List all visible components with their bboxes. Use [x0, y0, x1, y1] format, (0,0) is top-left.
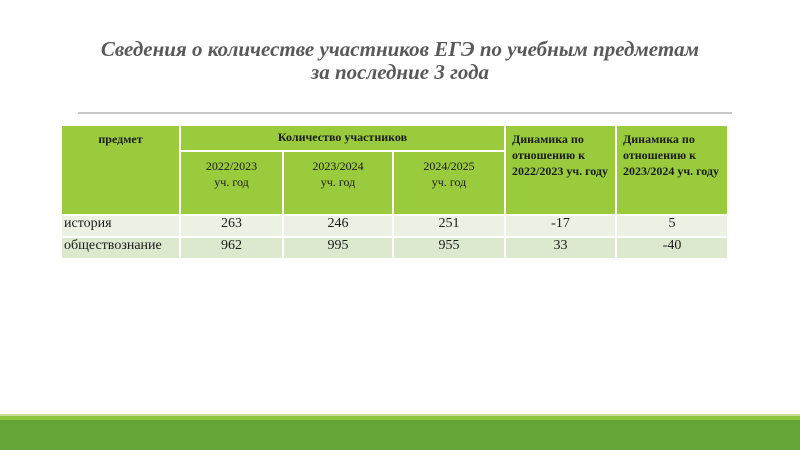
header-year-2023: 2023/2024 уч. год: [282, 150, 394, 216]
year-label: 2022/2023: [205, 159, 258, 173]
participants-table: предмет Количество участников Динамика п…: [60, 124, 730, 260]
cell-2022: 962: [179, 236, 284, 260]
title-separator: [78, 112, 732, 114]
table-row: обществознание 962 995 955 33 -40: [60, 236, 730, 260]
footer-light-band: [0, 416, 800, 420]
header-dynamics-2023: Динамика по отношению к 2023/2024 уч. го…: [615, 124, 730, 216]
cell-dynamics-2: -40: [615, 236, 730, 260]
footer-dark-band: [0, 420, 800, 450]
title-line-1: Сведения о количестве участников ЕГЭ по …: [100, 37, 700, 61]
cell-2023: 995: [282, 236, 394, 260]
header-row-1: предмет Количество участников Динамика п…: [60, 124, 730, 216]
table-row: история 263 246 251 -17 5: [60, 214, 730, 238]
cell-dynamics-1: -17: [504, 214, 618, 238]
header-year-2024: 2024/2025 уч. год: [391, 150, 507, 216]
title-line-2: за последние 3 года: [311, 60, 489, 84]
year-unit: уч. год: [431, 175, 467, 189]
year-unit: уч. год: [320, 175, 356, 189]
cell-dynamics-2: 5: [615, 214, 730, 238]
footer-accent-line: [0, 414, 800, 416]
cell-subject: обществознание: [60, 236, 181, 260]
header-year-2022: 2022/2023 уч. год: [179, 150, 284, 216]
year-unit: уч. год: [214, 175, 249, 189]
cell-2024: 955: [391, 236, 507, 260]
cell-2024: 251: [391, 214, 507, 238]
header-dynamics-2022: Динамика по отношению к 2022/2023 уч. го…: [504, 124, 618, 216]
slide-title: Сведения о количестве участников ЕГЭ по …: [40, 38, 760, 84]
year-label: 2024/2025: [423, 159, 475, 173]
year-label: 2023/2024: [312, 159, 364, 173]
header-subject: предмет: [60, 124, 181, 216]
cell-dynamics-1: 33: [504, 236, 618, 260]
cell-2022: 263: [179, 214, 284, 238]
header-row-2: 2022/2023 уч. год 2023/2024 уч. год 2024…: [61, 150, 728, 216]
header-count-group: Количество участников: [178, 124, 507, 152]
cell-subject: история: [60, 214, 181, 238]
cell-2023: 246: [282, 214, 394, 238]
